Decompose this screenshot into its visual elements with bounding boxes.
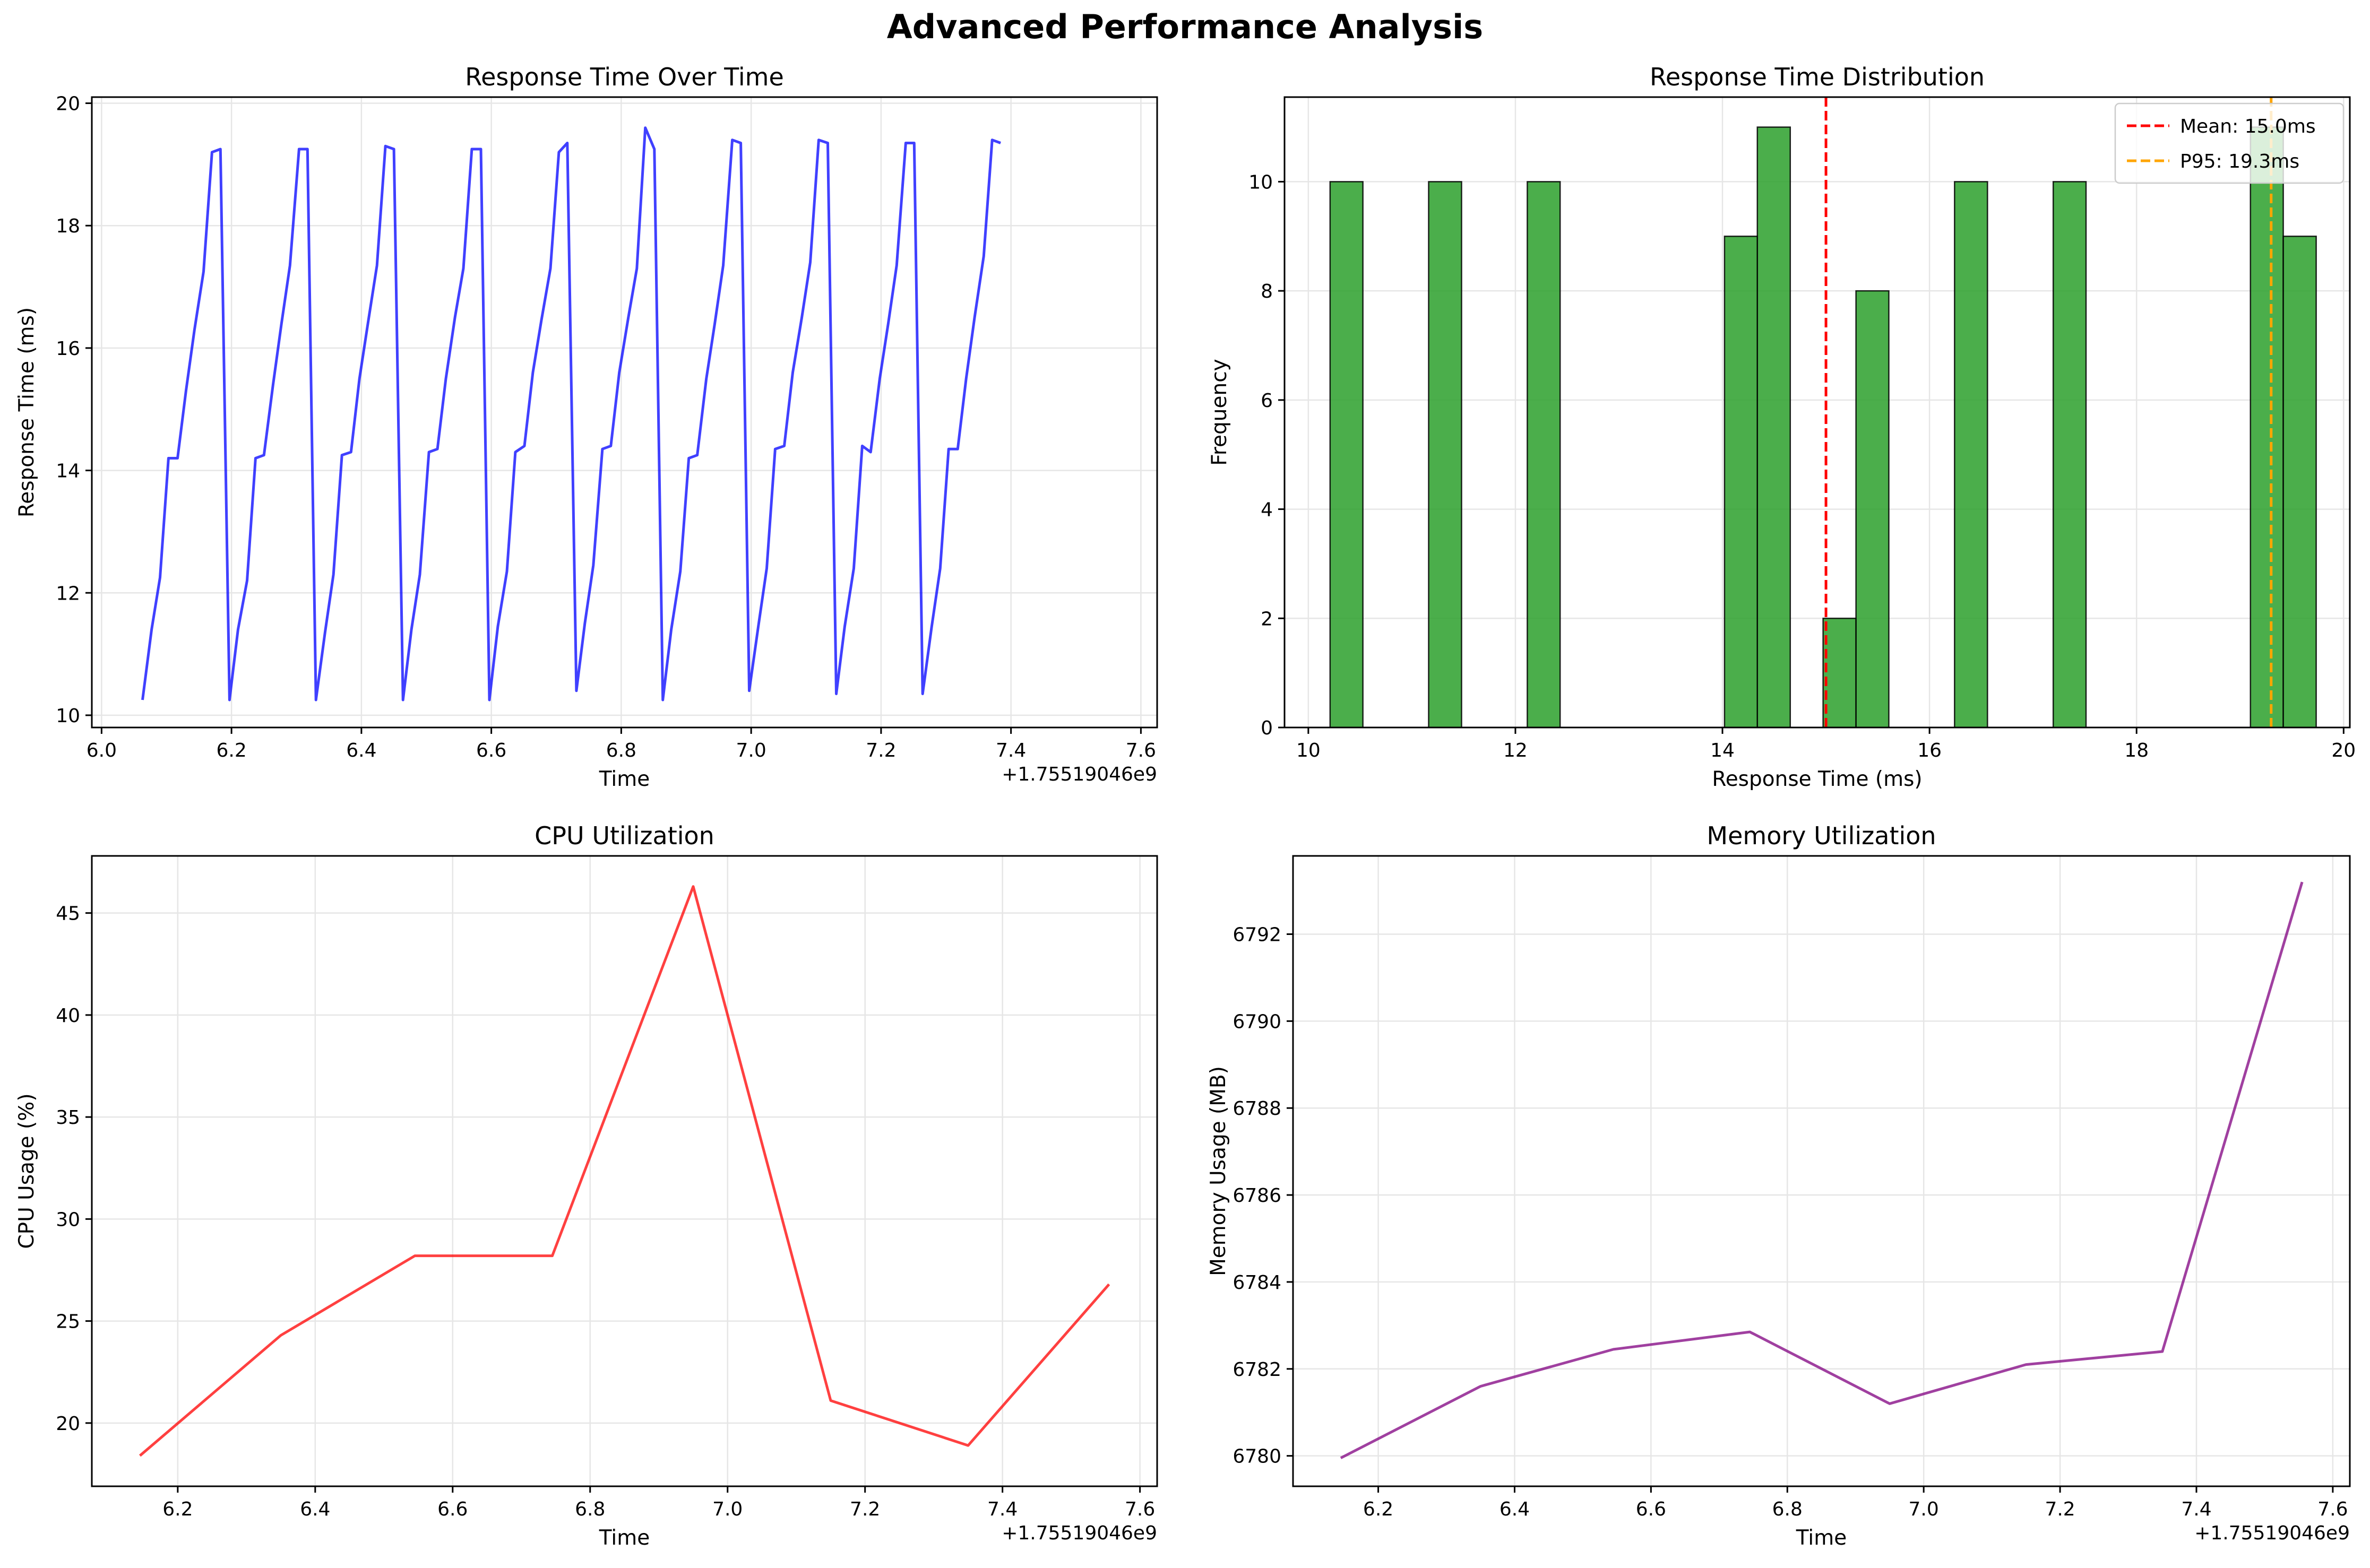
y-axis-label: Response Time (ms) xyxy=(15,307,39,517)
x-tick-label: 6.8 xyxy=(1772,1498,1803,1520)
x-tick-label: 6.6 xyxy=(476,740,506,761)
x-tick-label: 7.6 xyxy=(1125,1498,1155,1520)
y-tick-label: 6786 xyxy=(1233,1185,1281,1207)
y-tick-label: 18 xyxy=(56,215,80,237)
x-offset-label: +1.75519046e9 xyxy=(2194,1522,2350,1544)
x-tick-label: 6.2 xyxy=(216,740,246,761)
y-tick-label: 16 xyxy=(56,338,80,360)
x-tick-label: 7.2 xyxy=(2045,1498,2075,1520)
legend: Mean: 15.0ms P95: 19.3ms xyxy=(2114,102,2345,184)
y-tick-label: 0 xyxy=(1261,717,1273,739)
x-tick-label: 7.2 xyxy=(866,740,896,761)
chart-cpu-utilization: 6.2 6.4 6.6 6.8 7.0 7.2 7.4 7.6 20 25 30 35 40 45 +1.7… xyxy=(15,821,1158,1550)
x-axis-label: Time xyxy=(1796,1526,1847,1550)
x-tick-label: 6.4 xyxy=(346,740,376,761)
x-tick-label: 7.0 xyxy=(736,740,766,761)
y-tick-label: 20 xyxy=(56,1413,80,1435)
x-tick-label: 6.4 xyxy=(1499,1498,1530,1520)
y-tick-label: 6784 xyxy=(1233,1272,1281,1294)
x-offset-label: +1.75519046e9 xyxy=(1002,1522,1157,1544)
x-axis-label: Time xyxy=(599,767,650,791)
x-tick-label: 10 xyxy=(1296,740,1321,761)
y-tick-label: 45 xyxy=(56,903,80,925)
y-axis-label: CPU Usage (%) xyxy=(15,1093,39,1249)
y-axis-label: Memory Usage (MB) xyxy=(1206,1066,1230,1276)
x-tick-label: 20 xyxy=(2331,740,2356,761)
x-tick-label: 7.6 xyxy=(1126,740,1156,761)
histogram-bar xyxy=(1954,181,1988,729)
y-tick-label: 35 xyxy=(56,1107,80,1129)
y-tick-label: 6782 xyxy=(1233,1359,1281,1381)
x-tick-label: 6.0 xyxy=(87,740,117,761)
x-tick-label: 16 xyxy=(1917,740,1942,761)
x-tick-label: 18 xyxy=(2124,740,2149,761)
x-tick-label: 6.6 xyxy=(1636,1498,1666,1520)
x-tick-label: 6.8 xyxy=(606,740,636,761)
chart-response-time-over-time: 6.0 6.2 6.4 6.6 6.8 7.0 7.2 7.4 7.6 10 12 14 16 18 20 +… xyxy=(15,63,1158,791)
y-tick-label: 10 xyxy=(1248,171,1273,193)
plot-frame xyxy=(1292,855,2351,1487)
histogram-bar xyxy=(1527,181,1561,729)
x-offset-label: +1.75519046e9 xyxy=(1002,764,1157,785)
x-tick-label: 7.4 xyxy=(996,740,1026,761)
histogram-bar xyxy=(1756,126,1791,729)
series-line-response-time xyxy=(141,126,1001,701)
y-tick-label: 6 xyxy=(1261,390,1273,412)
plot-frame xyxy=(91,96,1158,729)
y-tick-label: 20 xyxy=(56,93,80,115)
histogram-bar xyxy=(1855,290,1890,729)
y-tick-label: 6792 xyxy=(1233,924,1281,946)
series-line-cpu-usage xyxy=(139,885,1110,1457)
y-tick-label: 12 xyxy=(56,583,80,604)
x-tick-label: 7.4 xyxy=(2181,1498,2211,1520)
plot-frame xyxy=(1283,96,2351,729)
y-tick-label: 6780 xyxy=(1233,1446,1281,1468)
histogram-bar xyxy=(1428,181,1462,729)
chart-memory-utilization: 6.2 6.4 6.6 6.8 7.0 7.2 7.4 7.6 6780 6782 6784 6786… xyxy=(1206,821,2351,1550)
x-axis-label: Time xyxy=(599,1526,650,1550)
chart-response-time-distribution: Mean: 15.0ms P95: 19.3ms 10 12 14 16 18 20 0 2 4 6 8… xyxy=(1208,63,2356,791)
histogram-bar xyxy=(1329,181,1364,729)
figure-title: Advanced Performance Analysis xyxy=(886,7,1484,46)
x-tick-label: 14 xyxy=(1710,740,1735,761)
x-tick-label: 7.6 xyxy=(2317,1498,2348,1520)
histogram-bar xyxy=(1723,236,1759,729)
x-tick-label: 12 xyxy=(1503,740,1528,761)
histogram-bar xyxy=(2282,236,2317,729)
legend-label-p95: P95: 19.3ms xyxy=(2180,151,2299,172)
series-line-memory-usage xyxy=(1340,881,2304,1459)
x-tick-label: 6.6 xyxy=(437,1498,468,1520)
y-tick-label: 30 xyxy=(56,1209,80,1231)
chart-title: Response Time Distribution xyxy=(1650,63,1985,91)
y-tick-label: 4 xyxy=(1261,499,1273,521)
y-tick-label: 14 xyxy=(56,461,80,482)
x-tick-label: 7.2 xyxy=(850,1498,880,1520)
x-tick-label: 7.4 xyxy=(987,1498,1018,1520)
x-axis-label: Response Time (ms) xyxy=(1712,767,1922,791)
plot-frame xyxy=(91,855,1158,1487)
x-tick-label: 7.0 xyxy=(712,1498,743,1520)
x-tick-label: 7.0 xyxy=(1909,1498,1939,1520)
y-tick-label: 10 xyxy=(56,705,80,727)
x-tick-label: 6.4 xyxy=(300,1498,330,1520)
y-tick-label: 25 xyxy=(56,1311,80,1333)
legend-box xyxy=(2114,102,2345,184)
x-tick-label: 6.2 xyxy=(1363,1498,1393,1520)
y-tick-label: 2 xyxy=(1261,608,1273,630)
y-tick-label: 40 xyxy=(56,1005,80,1027)
histogram-bar xyxy=(1822,618,1857,729)
chart-title: CPU Utilization xyxy=(535,821,714,850)
y-tick-label: 6788 xyxy=(1233,1098,1281,1120)
histogram-bar xyxy=(2052,181,2087,729)
legend-label-mean: Mean: 15.0ms xyxy=(2180,116,2316,137)
y-tick-label: 6790 xyxy=(1233,1011,1281,1033)
chart-title: Response Time Over Time xyxy=(465,63,784,91)
x-tick-label: 6.2 xyxy=(162,1498,193,1520)
y-axis-label: Frequency xyxy=(1208,359,1231,465)
chart-title: Memory Utilization xyxy=(1707,821,1936,850)
y-tick-label: 8 xyxy=(1261,281,1273,302)
x-tick-label: 6.8 xyxy=(575,1498,605,1520)
histogram-bar xyxy=(2250,126,2284,729)
